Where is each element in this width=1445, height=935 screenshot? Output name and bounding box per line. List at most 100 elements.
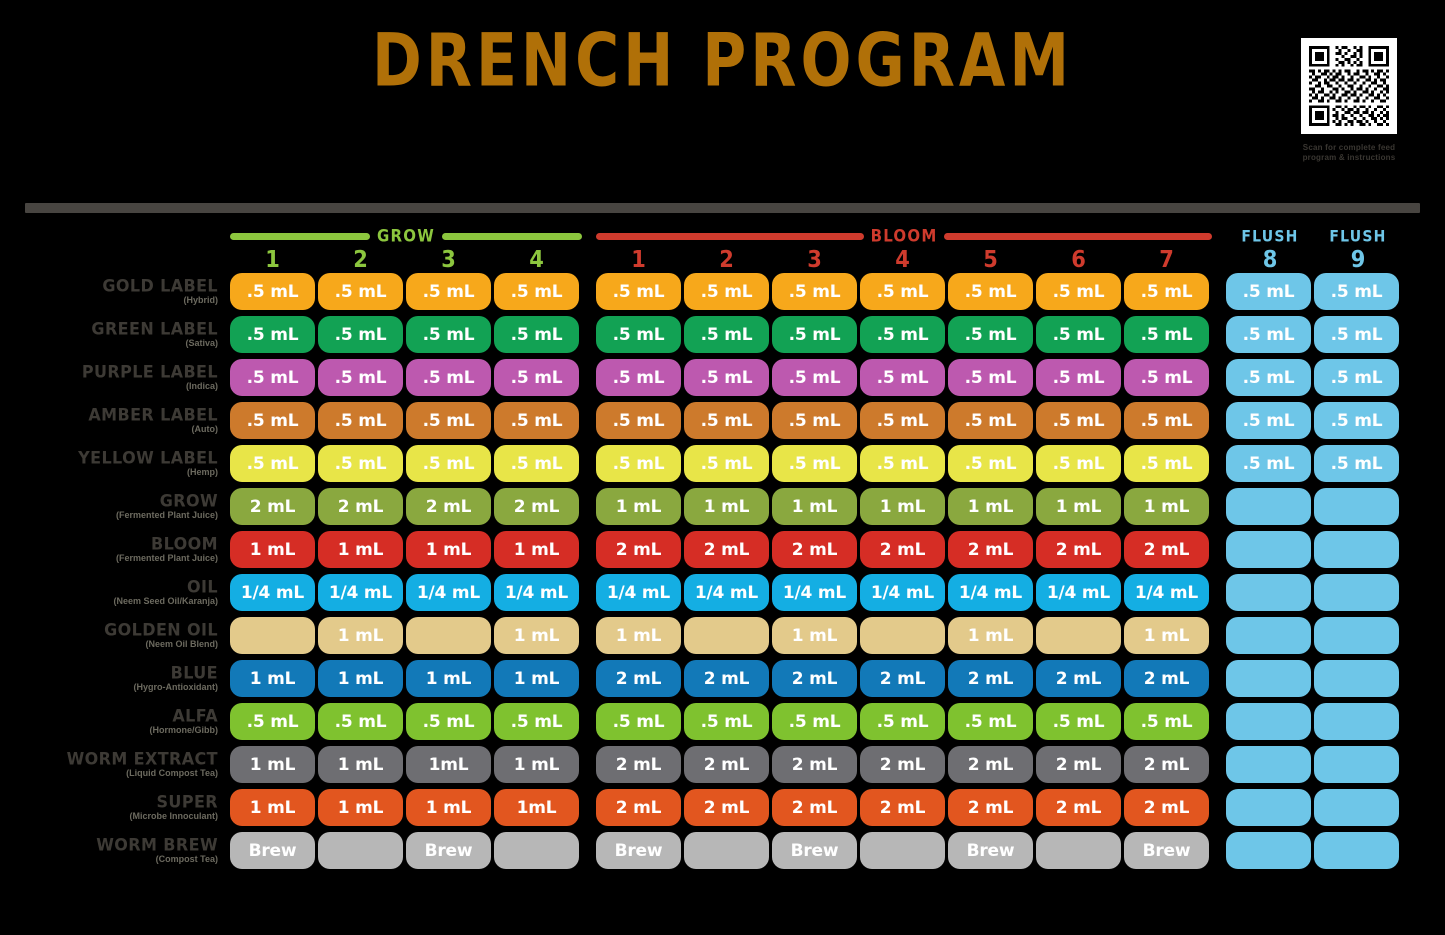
dose-cell-bloom[interactable]: 1 mL bbox=[1124, 488, 1209, 525]
dose-cell-flush[interactable] bbox=[1226, 789, 1311, 826]
dose-cell-grow[interactable]: 1mL bbox=[406, 746, 491, 783]
dose-cell-grow[interactable]: 1 mL bbox=[230, 746, 315, 783]
dose-cell-flush[interactable] bbox=[1314, 703, 1399, 740]
dose-cell-bloom[interactable]: .5 mL bbox=[948, 703, 1033, 740]
dose-cell-grow[interactable]: 1 mL bbox=[318, 789, 403, 826]
dose-cell-grow[interactable]: .5 mL bbox=[230, 316, 315, 353]
dose-cell-bloom[interactable]: .5 mL bbox=[1124, 402, 1209, 439]
dose-cell-bloom[interactable]: 1/4 mL bbox=[948, 574, 1033, 611]
dose-cell-bloom[interactable]: 1 mL bbox=[772, 617, 857, 654]
dose-cell-grow[interactable]: .5 mL bbox=[406, 273, 491, 310]
dose-cell-bloom[interactable]: 1 mL bbox=[948, 617, 1033, 654]
dose-cell-bloom[interactable]: .5 mL bbox=[684, 402, 769, 439]
dose-cell-bloom[interactable]: 2 mL bbox=[1036, 531, 1121, 568]
dose-cell-bloom[interactable]: 2 mL bbox=[772, 746, 857, 783]
dose-cell-bloom[interactable]: 2 mL bbox=[684, 746, 769, 783]
dose-cell-bloom[interactable]: 2 mL bbox=[1036, 746, 1121, 783]
dose-cell-bloom[interactable]: 2 mL bbox=[860, 531, 945, 568]
dose-cell-bloom[interactable] bbox=[684, 617, 769, 654]
dose-cell-bloom[interactable]: .5 mL bbox=[1036, 703, 1121, 740]
dose-cell-bloom[interactable]: .5 mL bbox=[1036, 359, 1121, 396]
dose-cell-bloom[interactable]: 1/4 mL bbox=[1036, 574, 1121, 611]
dose-cell-bloom[interactable]: Brew bbox=[1124, 832, 1209, 869]
dose-cell-bloom[interactable]: .5 mL bbox=[772, 703, 857, 740]
dose-cell-grow[interactable]: 1 mL bbox=[406, 789, 491, 826]
dose-cell-bloom[interactable] bbox=[1036, 617, 1121, 654]
dose-cell-flush[interactable]: .5 mL bbox=[1226, 273, 1311, 310]
dose-cell-grow[interactable]: 2 mL bbox=[230, 488, 315, 525]
dose-cell-bloom[interactable]: .5 mL bbox=[1124, 273, 1209, 310]
dose-cell-flush[interactable]: .5 mL bbox=[1314, 273, 1399, 310]
dose-cell-grow[interactable]: .5 mL bbox=[318, 703, 403, 740]
dose-cell-grow[interactable]: .5 mL bbox=[494, 445, 579, 482]
dose-cell-grow[interactable]: 2 mL bbox=[318, 488, 403, 525]
dose-cell-flush[interactable]: .5 mL bbox=[1314, 402, 1399, 439]
dose-cell-bloom[interactable]: .5 mL bbox=[1036, 316, 1121, 353]
dose-cell-bloom[interactable]: 2 mL bbox=[1036, 660, 1121, 697]
dose-cell-grow[interactable]: 1 mL bbox=[230, 789, 315, 826]
dose-cell-bloom[interactable]: 2 mL bbox=[772, 660, 857, 697]
dose-cell-grow[interactable]: 2 mL bbox=[406, 488, 491, 525]
dose-cell-grow[interactable]: .5 mL bbox=[318, 402, 403, 439]
dose-cell-grow[interactable]: .5 mL bbox=[494, 273, 579, 310]
dose-cell-flush[interactable] bbox=[1226, 746, 1311, 783]
dose-cell-bloom[interactable]: 2 mL bbox=[860, 660, 945, 697]
dose-cell-bloom[interactable]: .5 mL bbox=[596, 273, 681, 310]
dose-cell-grow[interactable]: .5 mL bbox=[318, 359, 403, 396]
dose-cell-bloom[interactable]: .5 mL bbox=[1036, 402, 1121, 439]
dose-cell-bloom[interactable]: .5 mL bbox=[596, 703, 681, 740]
dose-cell-grow[interactable]: .5 mL bbox=[494, 703, 579, 740]
dose-cell-bloom[interactable]: .5 mL bbox=[948, 273, 1033, 310]
dose-cell-grow[interactable]: 1 mL bbox=[318, 531, 403, 568]
dose-cell-bloom[interactable] bbox=[860, 832, 945, 869]
dose-cell-grow[interactable]: 2 mL bbox=[494, 488, 579, 525]
dose-cell-bloom[interactable]: Brew bbox=[772, 832, 857, 869]
dose-cell-grow[interactable]: .5 mL bbox=[230, 445, 315, 482]
dose-cell-bloom[interactable]: 2 mL bbox=[596, 789, 681, 826]
dose-cell-grow[interactable]: .5 mL bbox=[494, 402, 579, 439]
dose-cell-flush[interactable]: .5 mL bbox=[1314, 359, 1399, 396]
dose-cell-bloom[interactable]: .5 mL bbox=[772, 316, 857, 353]
dose-cell-bloom[interactable]: 2 mL bbox=[772, 531, 857, 568]
dose-cell-bloom[interactable]: .5 mL bbox=[684, 273, 769, 310]
dose-cell-bloom[interactable]: 1 mL bbox=[596, 617, 681, 654]
dose-cell-bloom[interactable]: .5 mL bbox=[596, 316, 681, 353]
dose-cell-grow[interactable]: 1/4 mL bbox=[406, 574, 491, 611]
dose-cell-grow[interactable]: 1/4 mL bbox=[318, 574, 403, 611]
dose-cell-bloom[interactable]: 1/4 mL bbox=[860, 574, 945, 611]
dose-cell-bloom[interactable] bbox=[684, 832, 769, 869]
dose-cell-bloom[interactable]: .5 mL bbox=[948, 359, 1033, 396]
dose-cell-grow[interactable]: 1 mL bbox=[318, 617, 403, 654]
dose-cell-bloom[interactable]: .5 mL bbox=[860, 445, 945, 482]
dose-cell-bloom[interactable]: .5 mL bbox=[772, 359, 857, 396]
dose-cell-flush[interactable] bbox=[1226, 703, 1311, 740]
dose-cell-grow[interactable]: 1 mL bbox=[494, 531, 579, 568]
dose-cell-flush[interactable] bbox=[1226, 832, 1311, 869]
dose-cell-bloom[interactable]: Brew bbox=[596, 832, 681, 869]
dose-cell-bloom[interactable]: .5 mL bbox=[948, 445, 1033, 482]
dose-cell-grow[interactable]: .5 mL bbox=[230, 703, 315, 740]
dose-cell-bloom[interactable]: 1/4 mL bbox=[772, 574, 857, 611]
dose-cell-bloom[interactable]: 1 mL bbox=[1124, 617, 1209, 654]
dose-cell-flush[interactable] bbox=[1314, 531, 1399, 568]
dose-cell-bloom[interactable]: 1/4 mL bbox=[684, 574, 769, 611]
dose-cell-grow[interactable]: 1 mL bbox=[406, 531, 491, 568]
dose-cell-bloom[interactable]: 2 mL bbox=[948, 789, 1033, 826]
dose-cell-flush[interactable] bbox=[1314, 488, 1399, 525]
dose-cell-bloom[interactable]: .5 mL bbox=[684, 359, 769, 396]
dose-cell-grow[interactable]: .5 mL bbox=[318, 273, 403, 310]
dose-cell-flush[interactable]: .5 mL bbox=[1226, 445, 1311, 482]
dose-cell-bloom[interactable]: 2 mL bbox=[596, 746, 681, 783]
dose-cell-bloom[interactable]: .5 mL bbox=[948, 402, 1033, 439]
dose-cell-grow[interactable]: 1 mL bbox=[494, 746, 579, 783]
dose-cell-grow[interactable]: .5 mL bbox=[230, 273, 315, 310]
dose-cell-flush[interactable]: .5 mL bbox=[1226, 316, 1311, 353]
dose-cell-grow[interactable] bbox=[318, 832, 403, 869]
dose-cell-flush[interactable] bbox=[1226, 574, 1311, 611]
dose-cell-bloom[interactable]: 2 mL bbox=[860, 746, 945, 783]
dose-cell-bloom[interactable]: 2 mL bbox=[948, 531, 1033, 568]
dose-cell-bloom[interactable]: 1 mL bbox=[1036, 488, 1121, 525]
dose-cell-bloom[interactable] bbox=[1036, 832, 1121, 869]
dose-cell-bloom[interactable]: 2 mL bbox=[684, 660, 769, 697]
dose-cell-flush[interactable] bbox=[1226, 660, 1311, 697]
